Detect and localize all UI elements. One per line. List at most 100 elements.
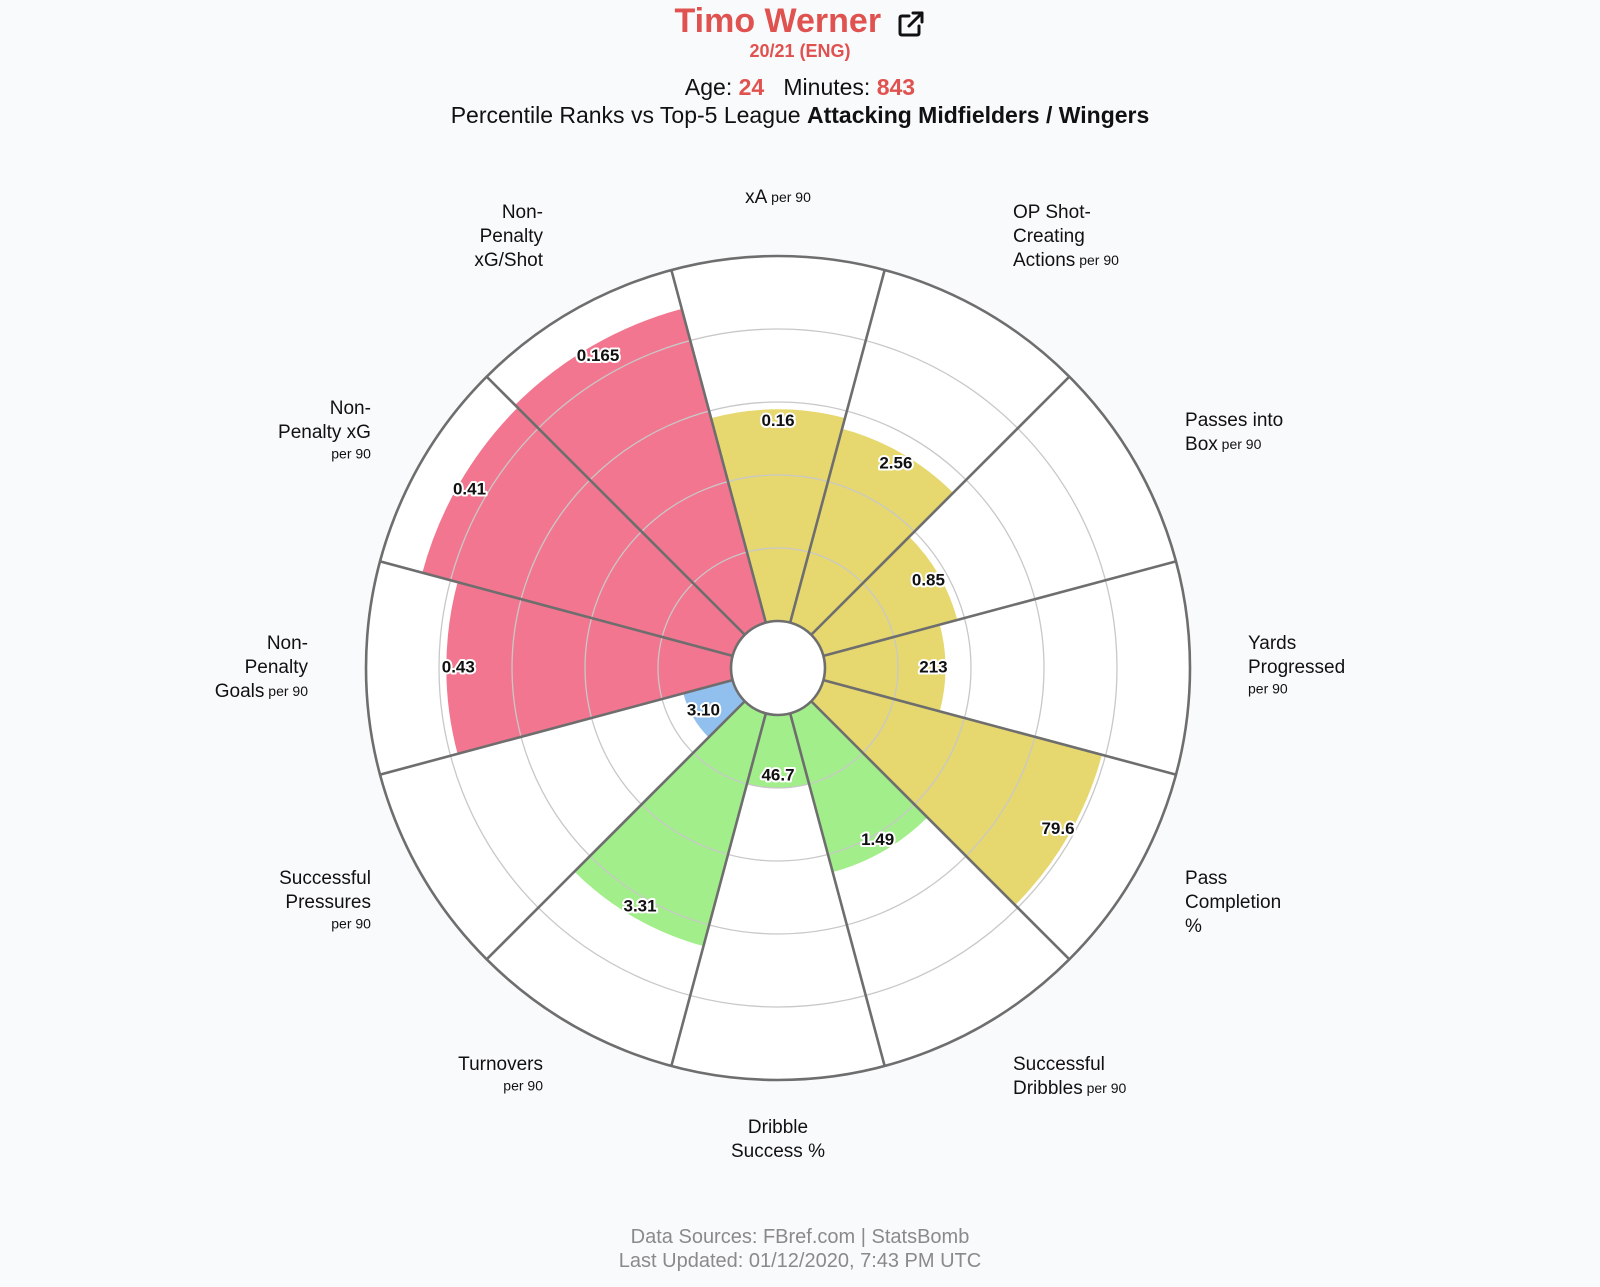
value-label-10: 46.7 bbox=[761, 765, 794, 784]
spoke-layer bbox=[379, 269, 1177, 1067]
category-suffix-11: per 90 bbox=[503, 1078, 543, 1094]
spoke-7 bbox=[823, 560, 1177, 658]
category-label-3-line-3: xG/Shot bbox=[474, 250, 543, 271]
category-label-6: Passes into Box per 90 bbox=[1185, 410, 1283, 455]
category-label-5-line-2: Creating bbox=[1013, 226, 1085, 247]
spoke-8 bbox=[823, 678, 1177, 776]
category-label-10: Dribble Success % bbox=[731, 1117, 825, 1162]
category-suffix-2: per 90 bbox=[331, 446, 371, 462]
grid-ring-2 bbox=[584, 474, 972, 862]
grid-ring-4 bbox=[438, 328, 1118, 1008]
category-label-2-line-2: Penalty xG bbox=[278, 422, 371, 443]
spoke-12 bbox=[485, 700, 746, 961]
outer-ring-layer bbox=[364, 254, 1192, 1082]
category-label-11: Turnovers per 90 bbox=[458, 1054, 543, 1094]
category-label-5-line-1: OP Shot- bbox=[1013, 202, 1091, 223]
category-suffix-6: per 90 bbox=[1218, 436, 1262, 452]
category-label-9-line-2: Dribbles per 90 bbox=[1013, 1078, 1127, 1099]
percentile-subtitle: Percentile Ranks vs Top-5 League Attacki… bbox=[0, 102, 1600, 129]
data-sources: Data Sources: FBref.com | StatsBomb bbox=[630, 1226, 970, 1248]
value-label-8: 79.6 bbox=[1041, 819, 1074, 838]
category-label-3: Non- Penalty xG/Shot bbox=[474, 202, 543, 271]
value-label-9: 1.49 bbox=[861, 830, 894, 849]
percentile-prefix: Percentile Ranks vs Top-5 League bbox=[450, 102, 801, 128]
bar-5 bbox=[790, 428, 954, 635]
value-label-2: 0.41 bbox=[453, 479, 486, 498]
category-label-8-line-2: Completion bbox=[1185, 892, 1281, 913]
category-label-6-line-1: Passes into bbox=[1185, 410, 1283, 431]
category-label-2: Non- Penalty xG per 90 bbox=[278, 398, 371, 462]
category-label-9-line-1: Successful bbox=[1013, 1054, 1105, 1075]
category-label-10-line-2: Success % bbox=[731, 1141, 825, 1162]
spoke-4 bbox=[670, 269, 768, 623]
category-label-5-line-3: Actions per 90 bbox=[1013, 250, 1119, 271]
grid-ring-1 bbox=[657, 547, 899, 789]
bar-9 bbox=[790, 701, 928, 873]
category-label-1-line-3: Goals per 90 bbox=[215, 681, 308, 702]
value-label-12: 3.10 bbox=[687, 701, 720, 720]
category-label-7-line-1: Yards bbox=[1248, 633, 1296, 654]
category-suffix-7: per 90 bbox=[1248, 681, 1288, 697]
value-label-7: 213 bbox=[919, 657, 947, 676]
category-label-10-line-1: Dribble bbox=[748, 1117, 808, 1138]
center-hole bbox=[729, 619, 827, 717]
category-suffix-4: per 90 bbox=[767, 189, 811, 205]
category-label-1: Non- Penalty Goals per 90 bbox=[215, 633, 309, 702]
category-suffix-12: per 90 bbox=[331, 916, 371, 932]
category-label-12-line-1: Successful bbox=[279, 868, 371, 889]
outer-ring bbox=[364, 254, 1192, 1082]
minutes-value: 843 bbox=[876, 74, 916, 100]
category-label-2-line-1: Non- bbox=[330, 398, 371, 419]
category-label-12-line-2: Pressures bbox=[285, 892, 371, 913]
category-label-4-line-1: xA per 90 bbox=[745, 187, 811, 208]
value-label-layer: 0.43 0.41 0.165 0.16 2.56 0.85 213 79.6 1.49 46.7… bbox=[440, 344, 1077, 918]
age-label: Age: bbox=[684, 74, 733, 100]
spoke-5 bbox=[788, 269, 886, 623]
bar-11 bbox=[574, 701, 766, 947]
spoke-10 bbox=[788, 713, 886, 1067]
value-label-1: 0.43 bbox=[442, 657, 475, 676]
category-label-11-line-1: Turnovers bbox=[458, 1054, 543, 1075]
season-label: 20/21 (ENG) bbox=[749, 41, 851, 61]
value-label-4: 0.16 bbox=[761, 411, 794, 430]
player-name: Timo Werner bbox=[674, 2, 882, 40]
grid-ring-3 bbox=[511, 401, 1045, 935]
bar-4 bbox=[711, 409, 845, 623]
bar-7 bbox=[823, 624, 946, 712]
value-label-3: 0.165 bbox=[577, 346, 620, 365]
category-label-7: Yards Progressed per 90 bbox=[1248, 633, 1345, 697]
category-suffix-9: per 90 bbox=[1083, 1080, 1127, 1096]
category-label-4: xA per 90 bbox=[745, 187, 811, 208]
spoke-1 bbox=[379, 678, 733, 776]
category-label-8-line-3: % bbox=[1185, 916, 1202, 937]
category-label-8-line-1: Pass bbox=[1185, 868, 1227, 889]
category-label-1-line-1: Non- bbox=[267, 633, 308, 654]
last-updated: Last Updated: 01/12/2020, 7:43 PM UTC bbox=[618, 1250, 982, 1272]
category-label-8: Pass Completion% bbox=[1185, 868, 1281, 937]
grid-layer bbox=[438, 328, 1118, 1008]
spoke-2 bbox=[379, 560, 733, 658]
category-label-6-line-2: Box per 90 bbox=[1185, 434, 1262, 455]
category-label-3-line-2: Penalty bbox=[480, 226, 544, 247]
value-label-6: 0.85 bbox=[912, 571, 945, 590]
category-suffix-1: per 90 bbox=[264, 683, 308, 699]
bar-6 bbox=[811, 536, 958, 656]
category-label-5: OP Shot- Creating Actions per 90 bbox=[1013, 202, 1119, 271]
category-label-1-line-2: Penalty bbox=[245, 657, 309, 678]
category-label-9: Successful Dribbles per 90 bbox=[1013, 1054, 1127, 1099]
spoke-11 bbox=[670, 713, 768, 1067]
percentile-group: Attacking Midfielders / Wingers bbox=[807, 102, 1150, 128]
title-row: Timo Werner bbox=[0, 2, 1600, 43]
bar-12 bbox=[683, 680, 745, 738]
category-label-12: Successful Pressures per 90 bbox=[279, 868, 371, 932]
category-label-layer: Non- Penalty Goals per 90 Non- Penalty xG per… bbox=[215, 187, 1345, 1162]
category-suffix-5: per 90 bbox=[1075, 252, 1119, 268]
external-link-icon[interactable] bbox=[896, 9, 926, 39]
spoke-9 bbox=[810, 700, 1071, 961]
value-label-11: 3.31 bbox=[624, 896, 657, 915]
age-value: 24 bbox=[738, 74, 765, 100]
footer: Data Sources: FBref.com | StatsBomb Last… bbox=[0, 1225, 1600, 1273]
spoke-3 bbox=[485, 375, 746, 636]
bar-10 bbox=[746, 713, 810, 788]
value-label-5: 2.56 bbox=[879, 453, 912, 472]
